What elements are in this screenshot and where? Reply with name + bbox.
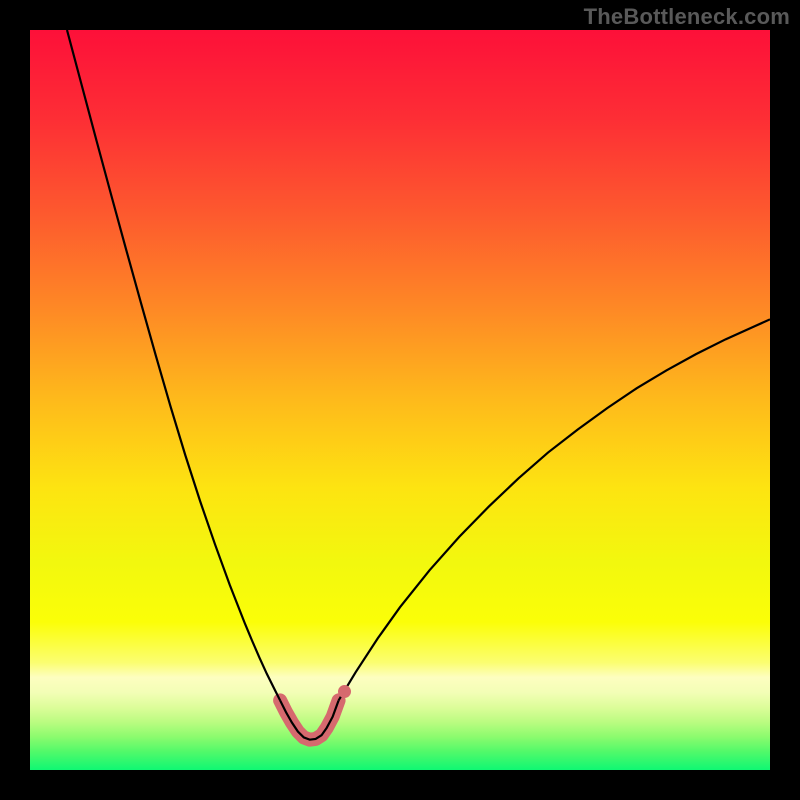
- plot-area: [30, 30, 770, 770]
- marker-dot: [338, 685, 351, 698]
- curve-right: [339, 319, 770, 700]
- watermark-text: TheBottleneck.com: [584, 4, 790, 30]
- curve-left: [67, 30, 280, 700]
- curves-svg: [30, 30, 770, 770]
